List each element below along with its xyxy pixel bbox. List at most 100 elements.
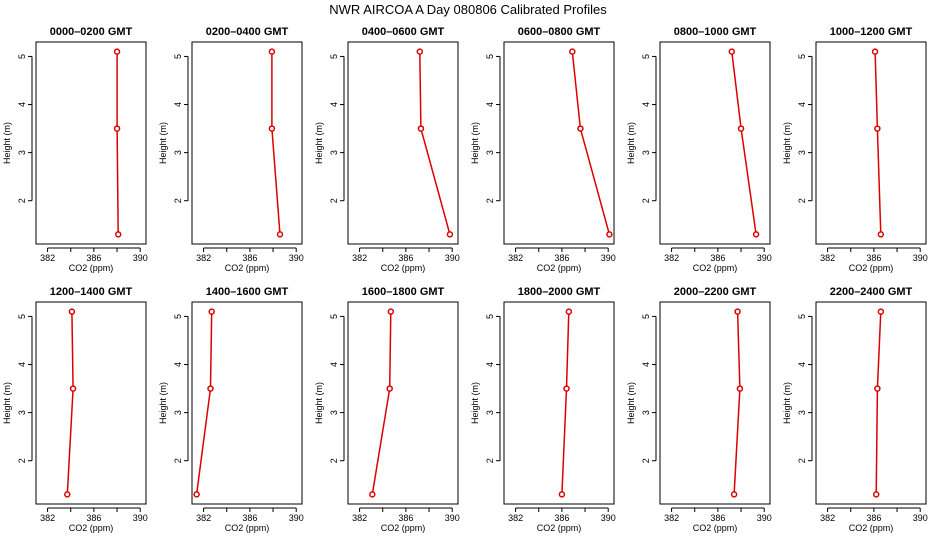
- profile-panel: 1400–1600 GMT 382 386 390 CO2 (ppm) 2 3 4 5 Heigh…: [158, 286, 304, 533]
- data-point: [68, 308, 76, 315]
- panel-title: 1200–1400 GMT: [50, 286, 133, 298]
- y-tick-label: 4: [797, 362, 807, 367]
- data-point: [113, 48, 121, 55]
- x-axis-label: CO2 (ppm): [693, 523, 738, 533]
- y-tick-label: 2: [329, 198, 339, 203]
- x-tick-label: 382: [820, 513, 835, 523]
- data-point: [446, 231, 454, 238]
- y-tick-label: 5: [17, 54, 27, 59]
- y-tick-label: 4: [17, 102, 27, 107]
- co2-profile-line: [875, 311, 882, 495]
- plot-frame: [815, 41, 927, 245]
- y-axis-label: Height (m): [626, 122, 636, 164]
- y-tick-label: 3: [797, 410, 807, 415]
- plot-frame: [191, 301, 303, 505]
- y-tick-label: 2: [485, 458, 495, 463]
- profile-panel: 0400–0600 GMT 382 386 390 CO2 (ppm) 2 3 4 5 Heigh…: [314, 26, 460, 273]
- panel-title: 0400–0600 GMT: [362, 26, 445, 38]
- y-tick-label: 3: [17, 150, 27, 155]
- data-point: [69, 385, 77, 392]
- y-axis-label: Height (m): [782, 382, 792, 424]
- x-tick-label: 390: [445, 513, 460, 523]
- x-axis-label: CO2 (ppm): [381, 263, 426, 273]
- plot-frame: [659, 41, 771, 245]
- x-tick-label: 390: [289, 513, 304, 523]
- data-point: [877, 231, 885, 238]
- y-tick-label: 5: [17, 314, 27, 319]
- panel-title: 1000–1200 GMT: [830, 26, 913, 38]
- y-tick-label: 5: [173, 314, 183, 319]
- co2-profile-line: [116, 51, 119, 235]
- plot-frame: [191, 41, 303, 245]
- x-tick-label: 382: [352, 253, 367, 263]
- data-point: [268, 125, 276, 132]
- plot-frame: [35, 41, 147, 245]
- x-tick-label: 382: [196, 253, 211, 263]
- data-point: [874, 125, 881, 132]
- y-tick-label: 4: [641, 102, 651, 107]
- data-point: [207, 385, 214, 392]
- x-tick-label: 390: [601, 253, 616, 263]
- panel-title: 2000–2200 GMT: [674, 286, 757, 298]
- panel-title: 0200–0400 GMT: [206, 26, 289, 38]
- data-point: [736, 385, 744, 392]
- data-point: [64, 491, 71, 498]
- panels-grid: 0000–0200 GMT 382 386 390 CO2 (ppm) 2 3 4 5 Heigh…: [2, 26, 928, 533]
- y-tick-label: 2: [17, 198, 27, 203]
- x-tick-label: 390: [133, 253, 148, 263]
- y-tick-label: 4: [173, 362, 183, 367]
- data-point: [734, 308, 741, 315]
- x-axis-label: CO2 (ppm): [537, 263, 582, 273]
- profile-panel: 0000–0200 GMT 382 386 390 CO2 (ppm) 2 3 4 5 Heigh…: [2, 26, 148, 273]
- y-axis-label: Height (m): [782, 122, 792, 164]
- x-tick-label: 382: [352, 513, 367, 523]
- y-tick-label: 3: [173, 150, 183, 155]
- x-tick-label: 386: [242, 253, 257, 263]
- y-tick-label: 5: [485, 314, 495, 319]
- profile-panel: 2000–2200 GMT 382 386 390 CO2 (ppm) 2 3 4 5 Heigh…: [626, 286, 772, 533]
- x-axis-label: CO2 (ppm): [849, 263, 894, 273]
- co2-profile-line: [271, 51, 281, 235]
- x-tick-label: 386: [554, 253, 569, 263]
- data-point: [268, 48, 276, 55]
- y-tick-label: 2: [641, 198, 651, 203]
- y-axis-label: Height (m): [2, 122, 12, 164]
- data-point: [387, 308, 395, 315]
- plot-frame: [659, 301, 771, 505]
- panel-title: 1800–2000 GMT: [518, 286, 601, 298]
- plot-frame: [347, 301, 459, 505]
- co2-profile-line: [66, 311, 74, 495]
- data-point: [874, 385, 881, 392]
- y-axis-label: Height (m): [158, 122, 168, 164]
- x-tick-label: 390: [601, 513, 616, 523]
- y-tick-label: 4: [173, 102, 183, 107]
- x-tick-label: 386: [554, 513, 569, 523]
- y-axis-label: Height (m): [2, 382, 12, 424]
- x-axis-label: CO2 (ppm): [537, 523, 582, 533]
- x-tick-label: 382: [508, 513, 523, 523]
- x-tick-label: 382: [40, 513, 55, 523]
- data-point: [606, 231, 613, 238]
- profile-panel: 1000–1200 GMT 382 386 390 CO2 (ppm) 2 3 4 5 Heigh…: [782, 26, 928, 273]
- profile-panel: 1200–1400 GMT 382 386 390 CO2 (ppm) 2 3 4 5 Heigh…: [2, 286, 148, 533]
- y-tick-label: 5: [641, 314, 651, 319]
- data-point: [558, 491, 566, 498]
- data-point: [369, 491, 376, 498]
- x-tick-label: 390: [289, 253, 304, 263]
- x-tick-label: 386: [398, 513, 413, 523]
- co2-profile-line: [561, 311, 570, 495]
- x-axis-label: CO2 (ppm): [69, 263, 114, 273]
- y-tick-label: 2: [173, 198, 183, 203]
- y-tick-label: 2: [485, 198, 495, 203]
- data-point: [569, 48, 576, 55]
- x-tick-label: 386: [710, 253, 725, 263]
- co2-profile-line: [731, 51, 757, 235]
- y-tick-label: 4: [329, 362, 339, 367]
- profile-panel: 1800–2000 GMT 382 386 390 CO2 (ppm) 2 3 4 5 Heigh…: [470, 286, 616, 533]
- profile-panel: 1600–1800 GMT 382 386 390 CO2 (ppm) 2 3 4 5 Heigh…: [314, 286, 460, 533]
- co2-profile-line: [874, 51, 882, 235]
- x-tick-label: 382: [664, 513, 679, 523]
- data-point: [730, 491, 738, 498]
- x-axis-label: CO2 (ppm): [69, 523, 114, 533]
- x-axis-label: CO2 (ppm): [225, 523, 270, 533]
